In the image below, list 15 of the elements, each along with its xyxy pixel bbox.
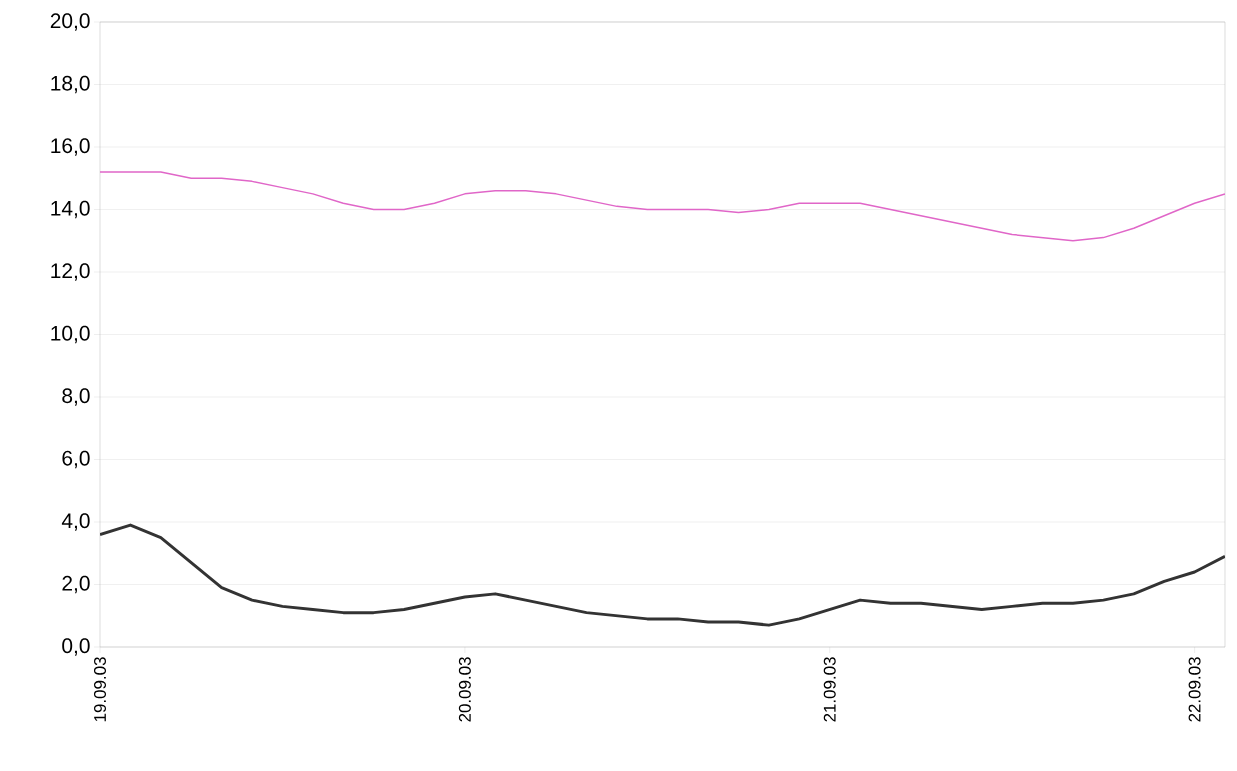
- y-tick-label: 4,0: [61, 513, 90, 531]
- y-tick-label: 10,0: [51, 325, 90, 344]
- y-tick-label: 8,0: [62, 388, 90, 406]
- y-tick-label: 18,0: [51, 75, 90, 94]
- y-tick-label: 16,0: [51, 138, 90, 156]
- x-tick-label: 19.09.03: [94, 657, 106, 722]
- x-tick-label: 20.09.03: [458, 657, 471, 722]
- x-tick-label: 22.09.03: [1188, 657, 1201, 722]
- y-tick-label: 6,0: [62, 450, 90, 469]
- y-tick-label: 14,0: [51, 200, 90, 219]
- y-tick-label: 20,0: [50, 13, 90, 31]
- y-tick-label: 12,0: [51, 263, 90, 281]
- x-tick-label: 21.09.03: [823, 657, 836, 722]
- y-tick-label: 2,0: [62, 575, 90, 594]
- y-tick-label: 0,0: [62, 638, 90, 656]
